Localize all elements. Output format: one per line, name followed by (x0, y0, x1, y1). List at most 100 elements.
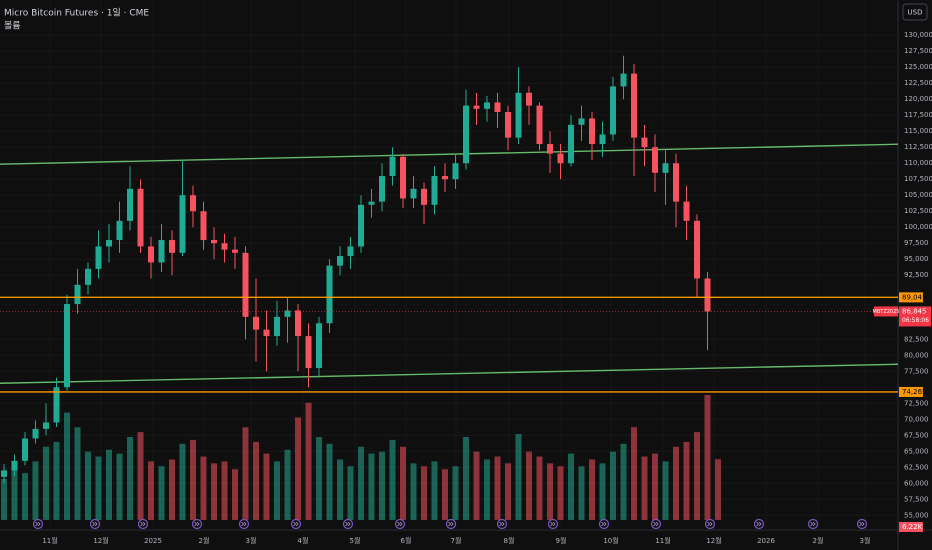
candle-body (106, 240, 112, 247)
candle-body (389, 156, 396, 177)
candle-body (421, 188, 427, 205)
x-tick-label: 10월 (603, 536, 618, 545)
y-tick-label: 62,500 (904, 463, 929, 471)
candle-body (316, 323, 322, 369)
candle-body (400, 156, 406, 199)
candle-body (358, 204, 364, 247)
currency-button[interactable] (902, 3, 928, 21)
volume-bar (284, 449, 291, 520)
x-tick-label: 11월 (655, 536, 670, 545)
volume-bar (484, 459, 490, 520)
y-tick-label: 92,500 (904, 271, 929, 279)
volume-bar (589, 459, 595, 520)
y-tick-label: 100,000 (904, 223, 932, 231)
y-tick-label: 55,000 (904, 511, 929, 519)
candle-body (652, 147, 658, 173)
candle-body (337, 256, 343, 266)
event-icon-arrow (35, 521, 41, 527)
candle-body (148, 246, 154, 263)
y-tick-label: 57,500 (904, 495, 929, 503)
level-label: 89,045 (902, 293, 927, 301)
candle-body (200, 211, 207, 241)
candle-body (515, 92, 522, 138)
candle-body (452, 163, 459, 180)
volume-bar (421, 466, 427, 520)
volume-bar (53, 441, 60, 520)
candle-body (704, 278, 711, 312)
volume-bar (379, 451, 385, 520)
volume-bar (158, 466, 165, 520)
volume-bar (683, 441, 690, 520)
event-icon-arrow (194, 521, 200, 527)
volume-bar (578, 466, 585, 520)
x-tick-label: 6월 (401, 536, 412, 545)
x-tick-label: 12월 (93, 536, 108, 545)
candle-body (295, 310, 301, 337)
volume-bar (494, 456, 501, 520)
last-price-tag (899, 306, 931, 327)
x-tick-label: 5월 (350, 536, 361, 545)
volume-bar (316, 436, 322, 520)
candle-body (662, 163, 669, 173)
y-tick-label: 110,000 (904, 159, 932, 167)
y-tick-label: 95,000 (904, 255, 929, 263)
volume-bar (11, 470, 18, 520)
y-tick-label: 105,000 (904, 191, 932, 199)
volume-bar (232, 469, 238, 520)
y-tick-label: 122,500 (904, 79, 932, 87)
volume-bar (263, 453, 270, 520)
volume-bar (694, 432, 700, 520)
candle-body (326, 265, 333, 324)
event-icon-arrow (499, 521, 505, 527)
candle-body (557, 153, 564, 164)
volume-bar (473, 451, 480, 520)
volume-bar (389, 439, 396, 520)
candle-body (641, 137, 648, 148)
candle-body (11, 460, 18, 471)
volume-bar (95, 456, 102, 520)
volume-bar (347, 466, 354, 520)
volume-bar (526, 451, 532, 520)
candle-body (694, 220, 700, 279)
volume-bar (85, 451, 91, 520)
y-tick-label: 120,000 (904, 95, 932, 103)
volume-title: 볼륨 (4, 21, 21, 32)
candle-body (536, 105, 543, 145)
candle-body (64, 304, 70, 388)
volume-bar (620, 443, 627, 520)
y-tick-label: 107,500 (904, 175, 932, 183)
x-tick-label: 2025 (144, 537, 162, 545)
y-tick-label: 112,500 (904, 143, 932, 151)
volume-bar (463, 436, 469, 520)
candle-body (610, 86, 616, 135)
candle-body (116, 220, 123, 241)
x-tick-label: 3월 (246, 536, 257, 545)
currency-label: USD (908, 9, 923, 17)
candle-body (347, 246, 354, 257)
candle-body (526, 92, 532, 106)
y-tick-label: 67,500 (904, 431, 929, 439)
volume-bar (400, 446, 406, 520)
trendline (0, 363, 899, 384)
volume-bar (547, 463, 553, 520)
y-tick-label: 60,000 (904, 479, 929, 487)
y-tick-label: 130,000 (904, 31, 932, 39)
candle-body (673, 163, 679, 202)
volume-bar (148, 461, 154, 520)
event-icon-arrow (653, 521, 659, 527)
event-icon-arrow (397, 521, 403, 527)
x-tick-label: 12월 (706, 536, 721, 545)
volume-bar (242, 427, 249, 520)
volume-bar (326, 443, 333, 520)
y-tick-label: 102,500 (904, 207, 932, 215)
volume-bar (127, 436, 133, 520)
event-icon-arrow (859, 521, 865, 527)
candle-body (53, 387, 60, 423)
candle-body (494, 102, 501, 113)
volume-bar (253, 441, 259, 520)
event-icon-arrow (241, 521, 247, 527)
candle-body (43, 422, 49, 429)
event-icon-arrow (601, 521, 607, 527)
